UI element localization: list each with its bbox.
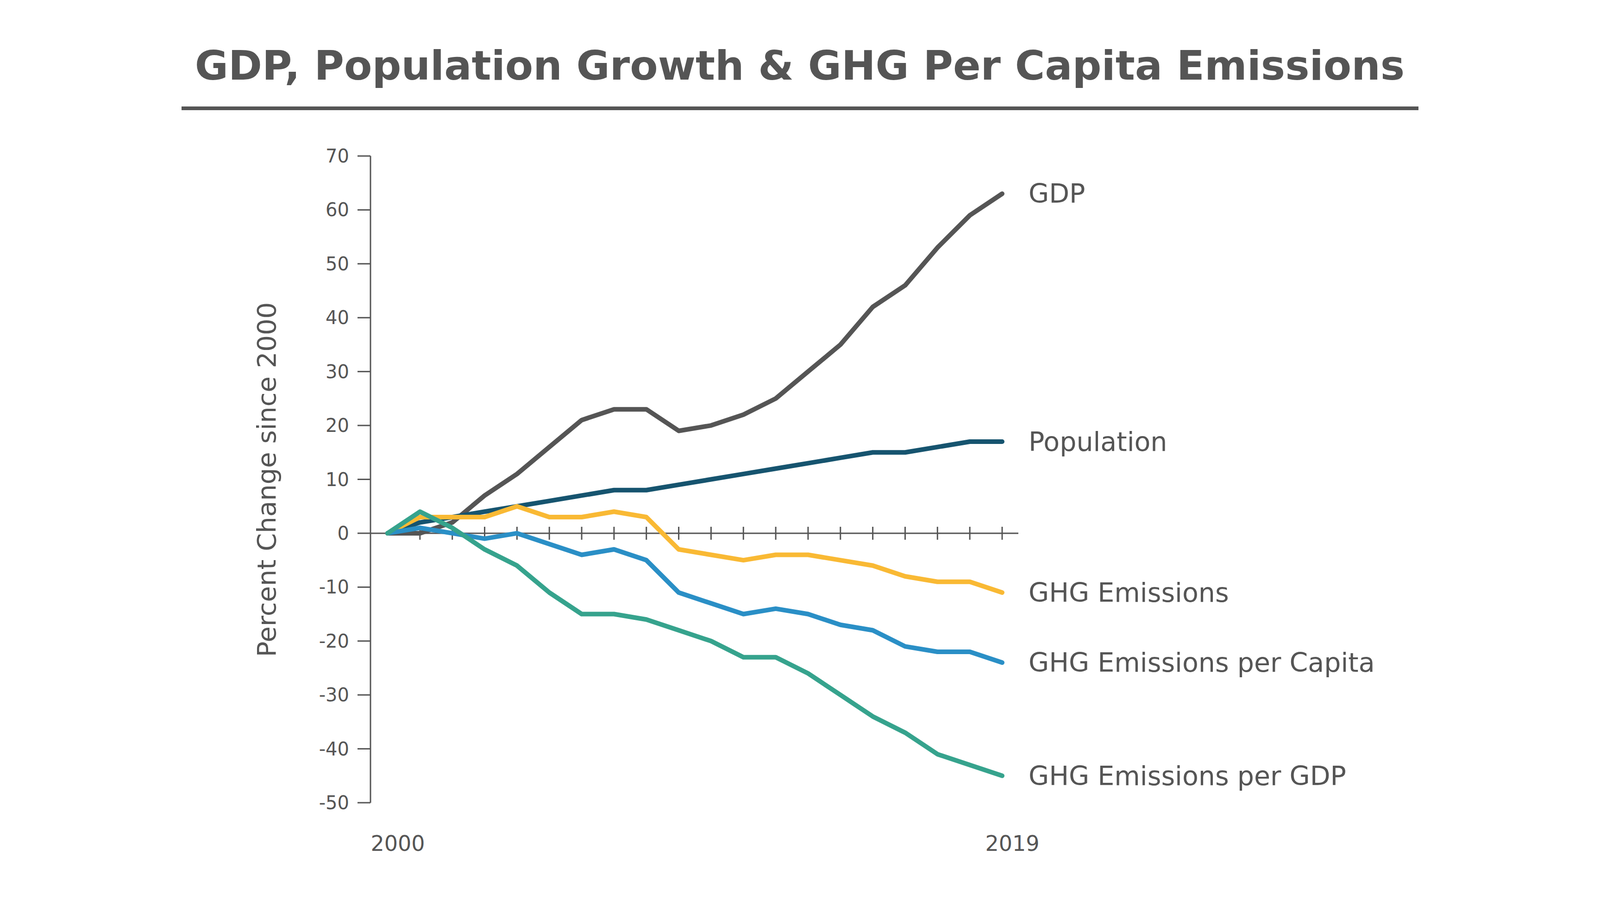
x-tick bbox=[807, 527, 809, 540]
x-tick-label: 2000 bbox=[370, 831, 425, 857]
y-tick bbox=[357, 532, 371, 534]
x-tick bbox=[775, 527, 777, 540]
x-tick bbox=[1001, 527, 1004, 540]
y-tick-label: -50 bbox=[319, 792, 350, 814]
series-label: GHG Emissions per GDP bbox=[1028, 760, 1347, 792]
x-tick bbox=[904, 527, 906, 540]
y-tick bbox=[357, 478, 371, 481]
y-tick-label: 10 bbox=[325, 469, 350, 491]
y-tick-label: 20 bbox=[325, 414, 350, 437]
series-label: GHG Emissions bbox=[1028, 577, 1230, 609]
y-tick bbox=[357, 748, 371, 750]
x-tick bbox=[548, 527, 551, 540]
y-tick bbox=[357, 317, 371, 319]
y-tick-label: -30 bbox=[319, 684, 350, 706]
series-label: Population bbox=[1028, 426, 1168, 458]
y-tick bbox=[357, 155, 371, 157]
x-tick bbox=[936, 527, 939, 540]
x-tick-label: 2019 bbox=[985, 831, 1040, 857]
x-tick bbox=[872, 527, 874, 540]
title: GDP, Population Growth & GHG Per Capita … bbox=[194, 41, 1405, 90]
y-tick-label: -10 bbox=[319, 576, 350, 598]
series-line bbox=[387, 194, 1003, 534]
y-axis-label: Percent Change since 2000 bbox=[251, 302, 282, 658]
x-tick bbox=[613, 527, 615, 540]
title-rule bbox=[181, 106, 1419, 111]
x-tick bbox=[839, 527, 841, 540]
series-label: GHG Emissions per Capita bbox=[1028, 647, 1375, 678]
x-tick bbox=[645, 527, 647, 540]
y-tick-label: 70 bbox=[325, 145, 350, 167]
y-tick-label: 50 bbox=[325, 253, 350, 275]
y-tick-label: -40 bbox=[319, 738, 350, 760]
y-tick-label: 60 bbox=[325, 199, 350, 221]
y-tick-label: 30 bbox=[325, 361, 350, 383]
y-tick bbox=[357, 802, 371, 804]
x-tick bbox=[710, 527, 712, 540]
y-tick-label: -20 bbox=[319, 630, 350, 653]
series-label: GDP bbox=[1028, 178, 1086, 209]
chart: GDP, Population Growth & GHG Per Capita … bbox=[0, 0, 1600, 899]
series-line bbox=[387, 441, 1003, 534]
y-tick bbox=[357, 209, 371, 211]
y-tick-label: 40 bbox=[325, 307, 350, 329]
y-tick-label: 0 bbox=[337, 522, 350, 545]
y-tick bbox=[357, 640, 371, 642]
x-tick bbox=[969, 527, 971, 540]
series-line bbox=[387, 506, 1003, 593]
x-tick bbox=[742, 527, 745, 540]
y-tick bbox=[357, 370, 371, 373]
plot-area bbox=[387, 194, 1003, 777]
y-tick bbox=[357, 263, 371, 265]
y-tick bbox=[357, 694, 371, 697]
y-tick bbox=[357, 586, 371, 589]
series-line bbox=[387, 511, 1003, 777]
x-tick bbox=[677, 527, 680, 540]
y-tick bbox=[357, 425, 371, 427]
x-tick bbox=[581, 527, 583, 540]
